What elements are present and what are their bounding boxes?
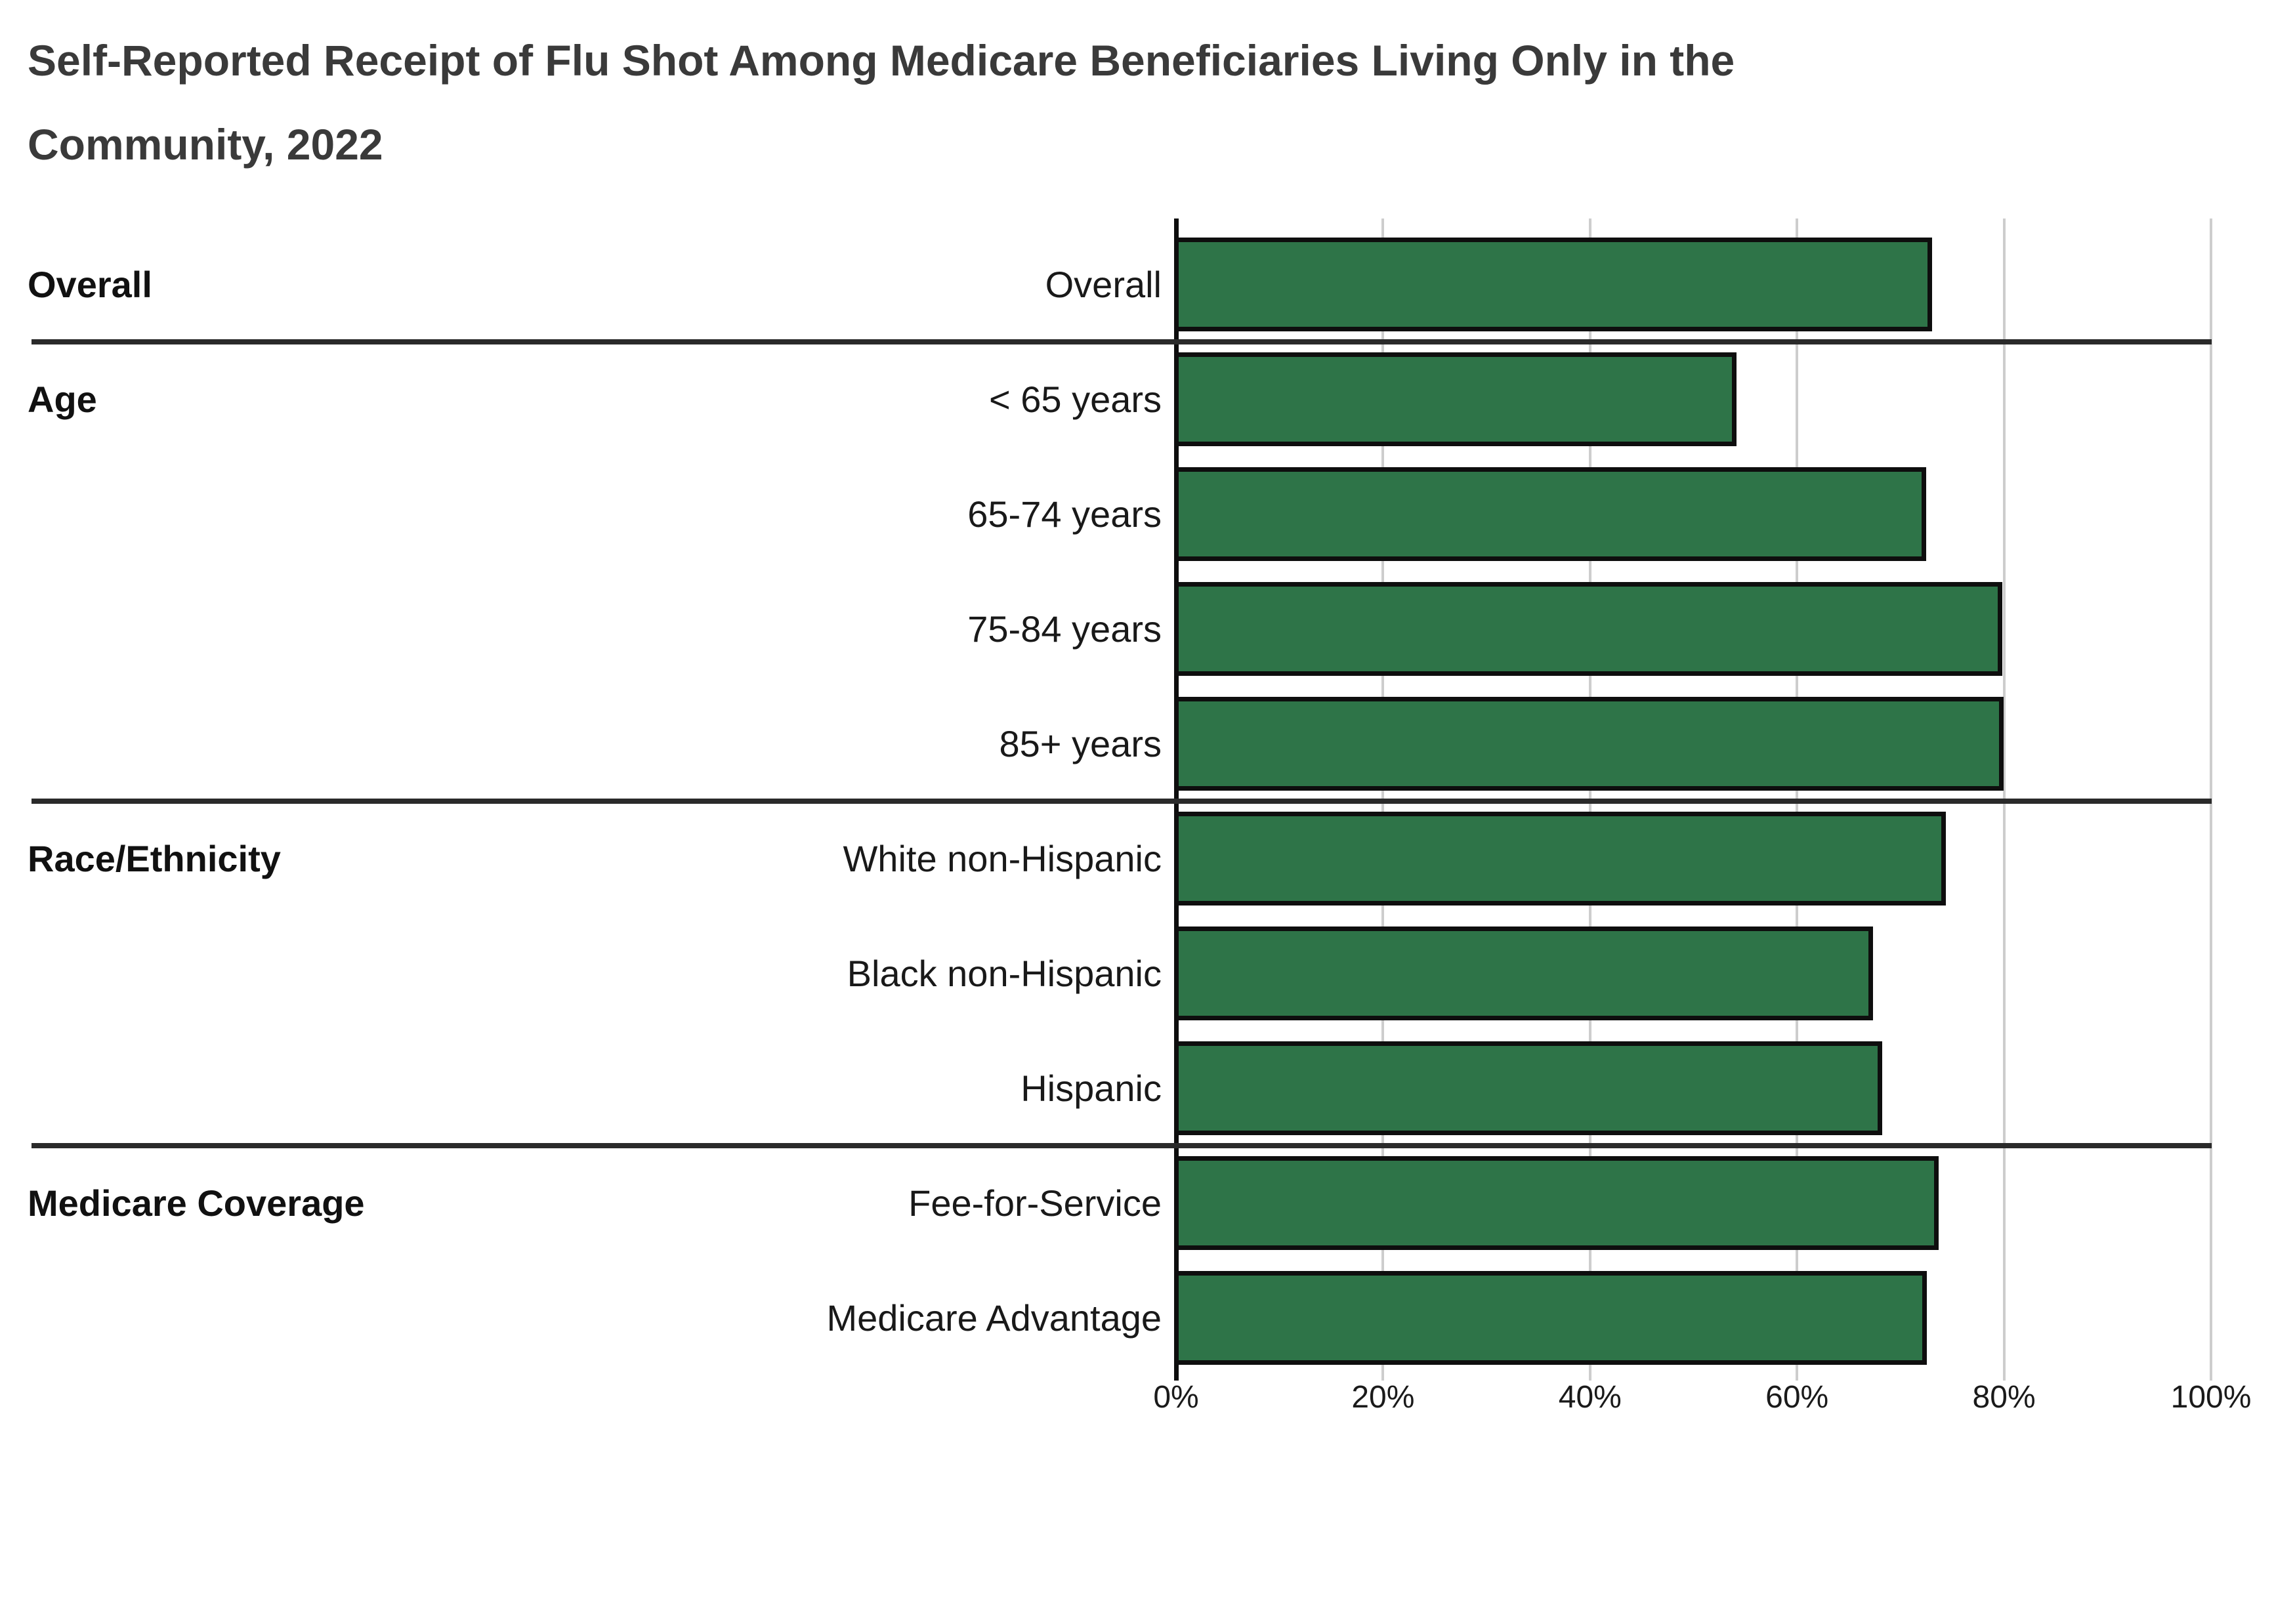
bar [1174, 697, 2004, 791]
x-tick-label: 60% [1765, 1380, 1829, 1415]
row-label: Black non-Hispanic [847, 953, 1162, 994]
x-tick-label: 80% [1972, 1380, 2036, 1415]
chart-title: Self-Reported Receipt of Flu Shot Among … [28, 18, 1735, 186]
row-label: 65-74 years [967, 493, 1162, 535]
group-divider [32, 339, 2212, 344]
row-label: White non-Hispanic [843, 838, 1162, 879]
group-label: Overall [28, 264, 152, 305]
x-tick-label: 100% [2170, 1380, 2252, 1415]
group-label: Age [28, 379, 97, 420]
group-divider [32, 1143, 2212, 1148]
bar [1174, 812, 1946, 906]
row-label: < 65 years [988, 379, 1162, 420]
bar [1174, 1041, 1882, 1135]
row-label: Medicare Advantage [826, 1297, 1162, 1339]
bar [1174, 927, 1873, 1020]
group-label: Medicare Coverage [28, 1182, 365, 1224]
row-label: 85+ years [999, 723, 1162, 764]
group-label: Race/Ethnicity [28, 838, 281, 879]
bar [1174, 352, 1737, 446]
x-tick-label: 20% [1351, 1380, 1415, 1415]
row-label: Hispanic [1021, 1068, 1162, 1109]
row-label: Overall [1045, 264, 1162, 305]
bar [1174, 238, 1932, 331]
bar [1174, 1271, 1927, 1365]
bar [1174, 1156, 1939, 1250]
row-label: Fee-for-Service [908, 1182, 1162, 1224]
bar [1174, 467, 1926, 561]
chart-title-line2: Community, 2022 [28, 120, 383, 169]
x-tick-label: 40% [1558, 1380, 1622, 1415]
chart-title-line1: Self-Reported Receipt of Flu Shot Among … [28, 36, 1735, 85]
group-divider [32, 799, 2212, 804]
row-label: 75-84 years [967, 608, 1162, 650]
x-tick-label: 0% [1153, 1380, 1199, 1415]
bar [1174, 582, 2002, 676]
